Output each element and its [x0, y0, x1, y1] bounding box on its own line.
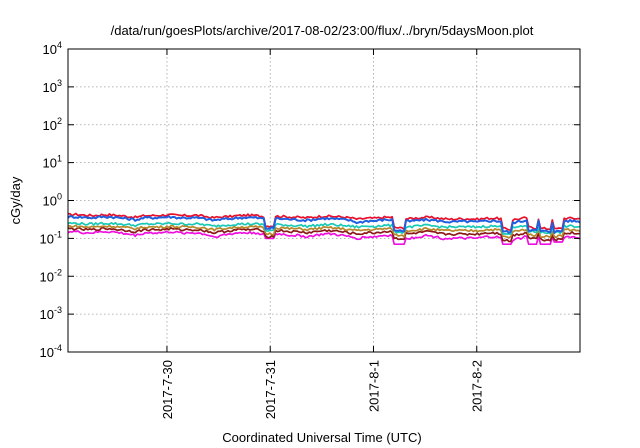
x-tick-label: 2017-7-30 [160, 360, 175, 419]
series-line-5 [67, 230, 581, 246]
y-axis: 104 103 102 101 100 10-1 10-2 10-3 10-4 [40, 40, 580, 360]
y-tick-label: 104 [43, 40, 62, 57]
y-axis-label: cGy/day [8, 176, 23, 224]
x-tick-label: 2017-7-31 [263, 360, 278, 419]
series-line-3 [67, 224, 581, 239]
y-tick-label: 10-4 [40, 343, 62, 360]
y-tick-label: 102 [43, 116, 62, 133]
series-line-1 [67, 215, 581, 234]
grid [68, 49, 580, 352]
x-tick-label: 2017-8-1 [366, 360, 381, 412]
x-tick-label: 2017-8-2 [470, 360, 485, 412]
series-layer [67, 212, 581, 246]
series-line-4 [67, 226, 581, 243]
series-line-0 [67, 212, 581, 231]
x-axis: 2017-7-30 2017-7-31 2017-8-1 2017-8-2 [160, 49, 485, 419]
y-tick-label: 100 [43, 192, 62, 209]
y-tick-label: 10-3 [40, 305, 62, 322]
chart-title: /data/run/goesPlots/archive/2017-08-02/2… [111, 23, 534, 38]
x-axis-label: Coordinated Universal Time (UTC) [222, 430, 421, 445]
y-tick-label: 101 [43, 154, 62, 171]
y-tick-label: 103 [43, 78, 62, 95]
series-line-2 [67, 221, 581, 235]
y-tick-label: 10-2 [40, 267, 62, 284]
y-tick-label: 10-1 [40, 229, 62, 246]
